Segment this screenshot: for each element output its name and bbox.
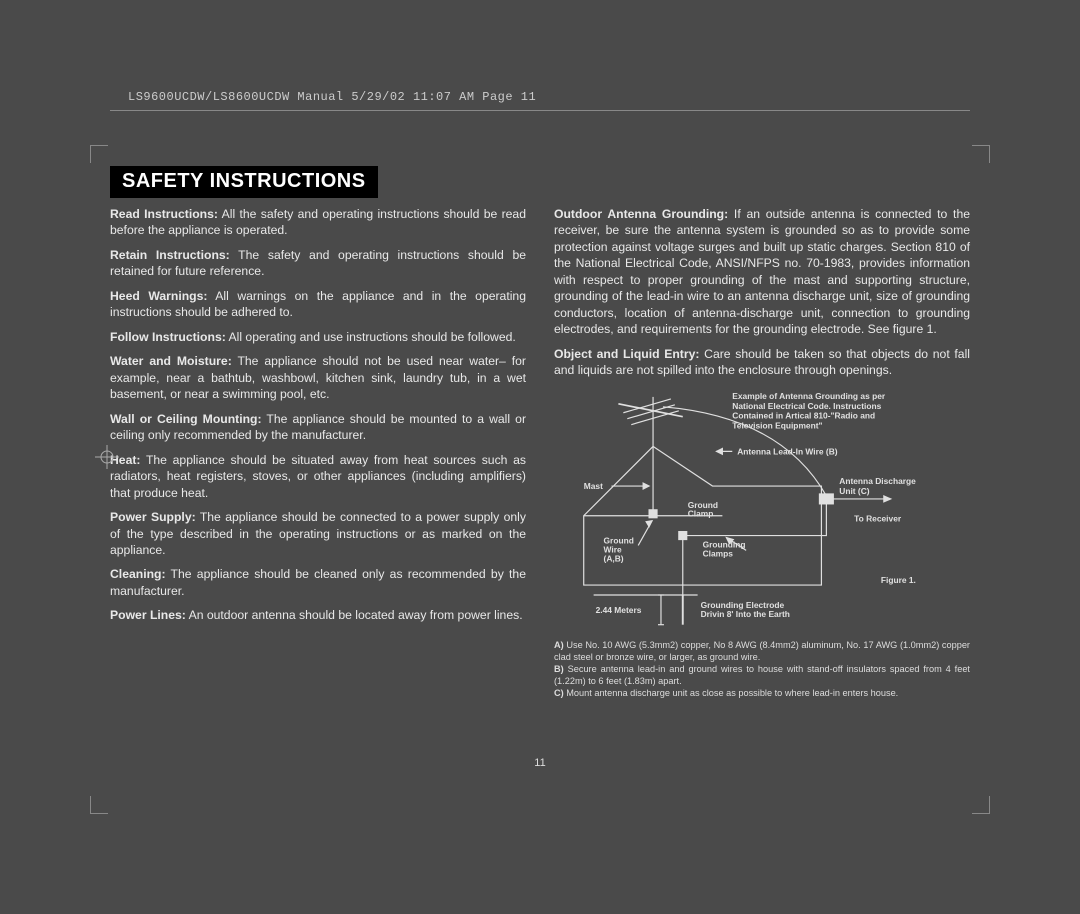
svg-text:Clamps: Clamps: [703, 548, 734, 558]
svg-text:(A,B): (A,B): [604, 553, 624, 563]
page-number: 11: [534, 757, 545, 769]
instruction-paragraph: Power Lines: An outdoor antenna should b…: [110, 607, 526, 623]
note-line: A) Use No. 10 AWG (5.3mm2) copper, No 8 …: [554, 640, 970, 663]
manual-page: LS9600UCDW/LS8600UCDW Manual 5/29/02 11:…: [0, 40, 1080, 874]
svg-text:To Receiver: To Receiver: [854, 513, 902, 523]
instruction-paragraph: Heat: The appliance should be situated a…: [110, 452, 526, 501]
instruction-paragraph: Water and Moisture: The appliance should…: [110, 353, 526, 402]
instruction-paragraph: Heed Warnings: All warnings on the appli…: [110, 288, 526, 321]
svg-text:Antenna Lead-In Wire (B): Antenna Lead-In Wire (B): [737, 446, 838, 456]
instruction-paragraph: Retain Instructions: The safety and oper…: [110, 247, 526, 280]
diagram-notes: A) Use No. 10 AWG (5.3mm2) copper, No 8 …: [554, 640, 970, 700]
svg-text:Antenna Discharge: Antenna Discharge: [839, 476, 916, 486]
antenna-grounding-diagram: Example of Antenna Grounding as per Nati…: [554, 387, 970, 635]
instruction-paragraph: Power Supply: The appliance should be co…: [110, 509, 526, 558]
note-line: C) Mount antenna discharge unit as close…: [554, 688, 970, 700]
svg-text:Figure 1.: Figure 1.: [881, 575, 916, 585]
svg-text:2.44 Meters: 2.44 Meters: [596, 605, 642, 615]
content-columns: Read Instructions: All the safety and op…: [110, 206, 970, 701]
crop-mark-tl: [90, 145, 108, 163]
section-title: SAFETY INSTRUCTIONS: [110, 166, 378, 198]
page-header-meta: LS9600UCDW/LS8600UCDW Manual 5/29/02 11:…: [110, 90, 970, 104]
svg-text:Example of Antenna Grounding a: Example of Antenna Grounding as per: [732, 391, 886, 401]
crop-mark-bl: [90, 796, 108, 814]
header-rule: [110, 110, 970, 111]
svg-text:Drivin 8' Into the Earth: Drivin 8' Into the Earth: [701, 608, 790, 618]
instruction-paragraph: Cleaning: The appliance should be cleane…: [110, 566, 526, 599]
instruction-paragraph: Read Instructions: All the safety and op…: [110, 206, 526, 239]
registration-mark-icon: [95, 445, 119, 469]
instruction-paragraph: Follow Instructions: All operating and u…: [110, 329, 526, 345]
note-line: B) Secure antenna lead-in and ground wir…: [554, 664, 970, 687]
svg-text:Mast: Mast: [584, 481, 603, 491]
svg-text:Clamp: Clamp: [688, 508, 714, 518]
crop-mark-br: [972, 796, 990, 814]
instruction-paragraph: Outdoor Antenna Grounding: If an outside…: [554, 206, 970, 338]
svg-text:Television Equipment": Television Equipment": [732, 420, 822, 430]
instruction-paragraph: Object and Liquid Entry: Care should be …: [554, 346, 970, 379]
instruction-paragraph: Wall or Ceiling Mounting: The appliance …: [110, 411, 526, 444]
crop-mark-tr: [972, 145, 990, 163]
left-column: Read Instructions: All the safety and op…: [110, 206, 526, 701]
right-column: Outdoor Antenna Grounding: If an outside…: [554, 206, 970, 701]
svg-text:Contained in Artical 810-"Radi: Contained in Artical 810-"Radio and: [732, 410, 875, 420]
svg-text:Unit (C): Unit (C): [839, 486, 870, 496]
svg-text:National Electrical Code. Inst: National Electrical Code. Instructions: [732, 400, 881, 410]
